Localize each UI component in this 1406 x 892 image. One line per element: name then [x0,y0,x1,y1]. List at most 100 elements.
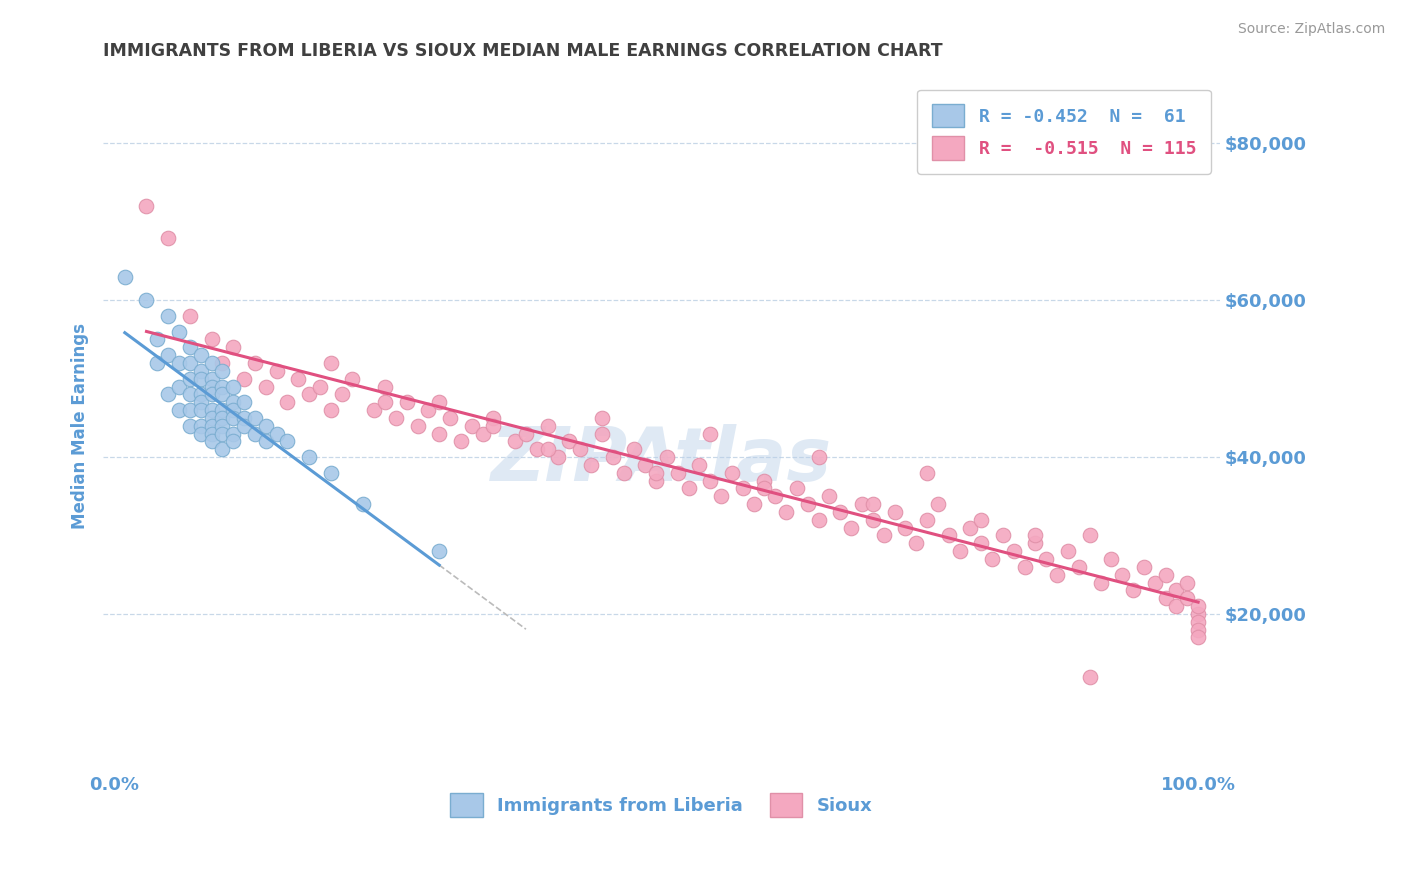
Point [526,442,548,457]
Point [374,379,396,393]
Point [179,356,201,370]
Point [298,387,321,401]
Point [222,426,245,441]
Point [167,379,190,393]
Text: IMMIGRANTS FROM LIBERIA VS SIOUX MEDIAN MALE EARNINGS CORRELATION CHART: IMMIGRANTS FROM LIBERIA VS SIOUX MEDIAN … [103,42,943,60]
Point [135,199,157,213]
Point [1187,607,1209,621]
Point [970,536,993,550]
Y-axis label: Median Male Earnings: Median Male Earnings [72,323,89,529]
Point [915,466,938,480]
Point [342,372,364,386]
Point [699,426,721,441]
Point [482,410,505,425]
Point [211,426,233,441]
Point [612,466,634,480]
Point [200,379,222,393]
Point [839,521,862,535]
Point [319,356,342,370]
Point [190,395,212,409]
Point [363,403,385,417]
Point [482,418,505,433]
Point [179,309,201,323]
Point [190,372,212,386]
Point [591,426,613,441]
Point [1166,599,1188,613]
Point [200,434,222,449]
Point [1154,567,1177,582]
Point [222,340,245,354]
Point [146,333,169,347]
Point [427,395,450,409]
Point [786,482,808,496]
Point [135,293,157,308]
Point [190,364,212,378]
Point [981,552,1004,566]
Point [200,387,222,401]
Point [851,497,873,511]
Point [146,356,169,370]
Point [374,395,396,409]
Point [547,450,569,464]
Point [1187,623,1209,637]
Point [1187,631,1209,645]
Point [179,403,201,417]
Point [243,356,266,370]
Point [222,434,245,449]
Point [731,482,754,496]
Point [211,364,233,378]
Point [569,442,592,457]
Point [157,309,180,323]
Point [818,489,841,503]
Point [200,356,222,370]
Point [905,536,928,550]
Point [1067,559,1090,574]
Point [179,387,201,401]
Point [1090,575,1112,590]
Point [200,426,222,441]
Point [254,418,277,433]
Point [775,505,797,519]
Point [678,482,700,496]
Point [623,442,645,457]
Point [157,348,180,362]
Point [742,497,765,511]
Point [1143,575,1166,590]
Point [157,230,180,244]
Point [190,403,212,417]
Point [1035,552,1057,566]
Point [211,403,233,417]
Point [179,340,201,354]
Point [319,403,342,417]
Point [948,544,970,558]
Point [211,410,233,425]
Point [233,418,256,433]
Point [1187,615,1209,629]
Point [721,466,744,480]
Point [406,418,429,433]
Point [1014,559,1036,574]
Point [579,458,602,472]
Point [970,513,993,527]
Point [179,418,201,433]
Point [1024,528,1046,542]
Point [233,410,256,425]
Point [797,497,820,511]
Point [1122,583,1144,598]
Point [807,513,830,527]
Point [179,372,201,386]
Point [959,521,981,535]
Point [1078,670,1101,684]
Point [276,434,298,449]
Point [243,426,266,441]
Point [167,403,190,417]
Point [591,410,613,425]
Point [1111,567,1133,582]
Point [200,372,222,386]
Point [254,379,277,393]
Point [1175,575,1198,590]
Point [222,395,245,409]
Point [1099,552,1122,566]
Point [211,387,233,401]
Point [1166,583,1188,598]
